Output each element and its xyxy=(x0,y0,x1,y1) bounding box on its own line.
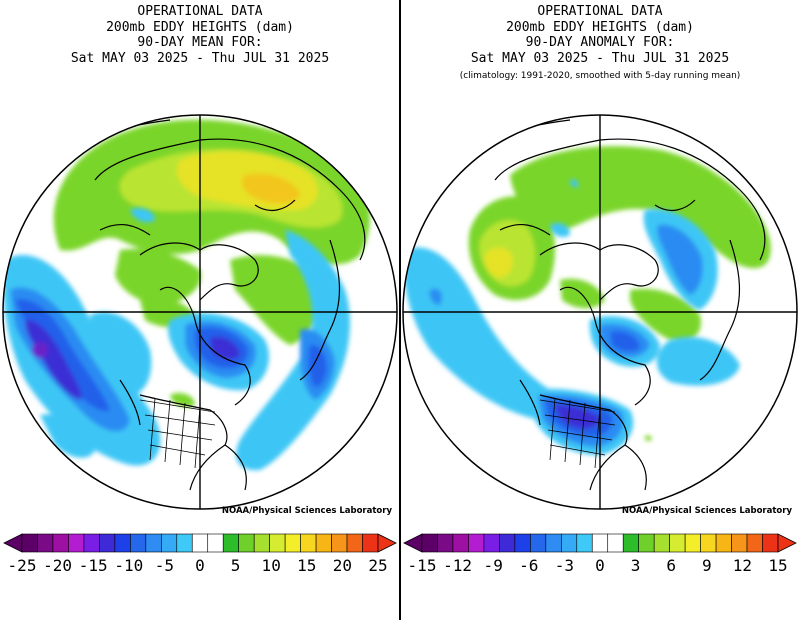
anomaly-colorbar-swatch xyxy=(684,533,701,553)
mean-colorbar-min-arrow xyxy=(3,533,23,553)
anomaly-colorbar-tick-label: -12 xyxy=(443,556,473,575)
anomaly-title-line-3: 90-DAY ANOMALY FOR: xyxy=(525,35,675,50)
mean-colorbar-tick-label: 15 xyxy=(297,556,317,575)
anomaly-colorbar-swatch xyxy=(452,533,469,553)
mean-colorbar-max-arrow xyxy=(377,533,397,553)
mean-colorbar xyxy=(3,533,397,553)
mean-colorbar-tick-label: -10 xyxy=(114,556,144,575)
anomaly-colorbar-swatch xyxy=(731,533,748,553)
mean-colorbar-swatch xyxy=(99,533,116,553)
anomaly-colorbar-swatch xyxy=(530,533,547,553)
anomaly-colorbar-swatch xyxy=(669,533,686,553)
anomaly-colorbar-swatch xyxy=(622,533,639,553)
anomaly-colorbar-swatch xyxy=(468,533,485,553)
mean-colorbar-swatch xyxy=(68,533,85,553)
mean-colorbar-swatch xyxy=(176,533,193,553)
anomaly-colorbar xyxy=(403,533,797,553)
mean-colorbar-swatch xyxy=(83,533,100,553)
anomaly-colorbar-swatch xyxy=(715,533,732,553)
mean-colorbar-swatch xyxy=(21,533,38,553)
anomaly-colorbar-swatch xyxy=(514,533,531,553)
mean-colorbar-swatch xyxy=(362,533,379,553)
mean-polar-map xyxy=(2,114,398,510)
mean-colorbar-tick-label: 20 xyxy=(332,556,353,575)
mean-colorbar-swatch xyxy=(52,533,69,553)
anomaly-credit: NOAA/Physical Sciences Laboratory xyxy=(621,506,792,516)
mean-colorbar-swatch xyxy=(145,533,162,553)
anomaly-climatology-note: (climatology: 1991-2020, smoothed with 5… xyxy=(459,71,741,81)
mean-colorbar-tick-label: 10 xyxy=(261,556,281,575)
anomaly-title-block: OPERATIONAL DATA 200mb EDDY HEIGHTS (dam… xyxy=(400,4,800,83)
mean-colorbar-swatch xyxy=(161,533,178,553)
mean-colorbar-swatch xyxy=(37,533,54,553)
anomaly-colorbar-swatch xyxy=(437,533,454,553)
anomaly-colorbar-swatch xyxy=(483,533,500,553)
anomaly-title-line-4: Sat MAY 03 2025 - Thu JUL 31 2025 xyxy=(470,50,730,66)
anomaly-colorbar-swatch xyxy=(591,533,609,553)
panel-divider xyxy=(399,0,401,620)
mean-colorbar-swatch xyxy=(300,533,317,553)
mean-title-block: OPERATIONAL DATA 200mb EDDY HEIGHTS (dam… xyxy=(0,4,400,66)
mean-colorbar-swatch xyxy=(238,533,255,553)
anomaly-colorbar-swatch xyxy=(653,533,670,553)
mean-colorbar-swatch xyxy=(269,533,286,553)
anomaly-colorbar-swatch xyxy=(499,533,516,553)
anomaly-colorbar-ticks: -15 -12 -9 -6 -3 0 3 6 9 12 15 xyxy=(400,556,800,576)
mean-title-line-3: 90-DAY MEAN FOR: xyxy=(137,35,263,50)
anomaly-colorbar-tick-label: -6 xyxy=(519,556,539,575)
anomaly-colorbar-swatch xyxy=(746,533,763,553)
anomaly-coastlines xyxy=(459,119,766,491)
mean-colorbar-swatch xyxy=(191,533,209,553)
mean-colorbar-tick-label: -20 xyxy=(43,556,73,575)
anomaly-colorbar-swatch xyxy=(561,533,578,553)
mean-colorbar-swatch xyxy=(331,533,348,553)
mean-colorbar-ticks: -25 -20 -15 -10 -5 0 5 10 15 20 25 xyxy=(0,556,400,576)
anomaly-colorbar-tick-label: 6 xyxy=(666,556,677,575)
anomaly-colorbar-swatch xyxy=(700,533,717,553)
mean-colorbar-tick-label: -25 xyxy=(7,556,37,575)
mean-us-states xyxy=(139,397,216,469)
anomaly-colorbar-tick-label: 15 xyxy=(768,556,788,575)
mean-title-line-2: 200mb EDDY HEIGHTS (dam) xyxy=(106,19,294,35)
anomaly-colorbar-swatch xyxy=(762,533,779,553)
anomaly-title-line-1: OPERATIONAL DATA xyxy=(537,4,663,19)
mean-colorbar-tick-label: 0 xyxy=(195,556,205,575)
anomaly-panel: OPERATIONAL DATA 200mb EDDY HEIGHTS (dam… xyxy=(400,0,800,620)
anomaly-map-boundary xyxy=(402,114,798,510)
anomaly-colorbar-swatch xyxy=(545,533,562,553)
mean-colorbar-tick-label: 5 xyxy=(230,556,241,575)
anomaly-colorbar-tick-label: -9 xyxy=(483,556,503,575)
mean-colorbar-tick-label: -5 xyxy=(154,556,175,575)
anomaly-colorbar-min-arrow xyxy=(403,533,423,553)
mean-colorbar-swatch xyxy=(207,533,224,553)
mean-colorbar-tick-label: -15 xyxy=(78,556,108,575)
anomaly-us-states xyxy=(539,397,616,469)
anomaly-colorbar-swatch xyxy=(638,533,655,553)
anomaly-colorbar-swatch xyxy=(576,533,593,553)
anomaly-title-line-2: 200mb EDDY HEIGHTS (dam) xyxy=(506,19,694,35)
mean-colorbar-swatch xyxy=(253,533,270,553)
anomaly-colorbar-tick-label: 12 xyxy=(732,556,753,575)
mean-title-line-1: OPERATIONAL DATA xyxy=(137,4,263,19)
mean-map-boundary xyxy=(2,114,398,510)
mean-title-line-4: Sat MAY 03 2025 - Thu JUL 31 2025 xyxy=(70,50,330,66)
anomaly-colorbar-tick-label: -15 xyxy=(407,556,437,575)
mean-colorbar-swatch xyxy=(130,533,147,553)
anomaly-colorbar-tick-label: -3 xyxy=(554,556,575,575)
mean-colorbar-swatch xyxy=(315,533,332,553)
anomaly-colorbar-swatch xyxy=(421,533,438,553)
mean-panel: OPERATIONAL DATA 200mb EDDY HEIGHTS (dam… xyxy=(0,4,400,576)
mean-colorbar-swatch xyxy=(284,533,301,553)
anomaly-colorbar-tick-label: 9 xyxy=(701,556,712,575)
mean-colorbar-tick-label: 25 xyxy=(368,556,388,575)
mean-colorbar-swatch xyxy=(346,533,363,553)
anomaly-colorbar-tick-label: 3 xyxy=(630,556,641,575)
anomaly-polar-map xyxy=(402,114,798,510)
anomaly-colorbar-tick-label: 0 xyxy=(595,556,605,575)
anomaly-colorbar-swatch xyxy=(607,533,624,553)
anomaly-colorbar-max-arrow xyxy=(777,533,797,553)
mean-credit: NOAA/Physical Sciences Laboratory xyxy=(221,506,392,516)
mean-colorbar-swatch xyxy=(222,533,239,553)
mean-colorbar-swatch xyxy=(114,533,131,553)
